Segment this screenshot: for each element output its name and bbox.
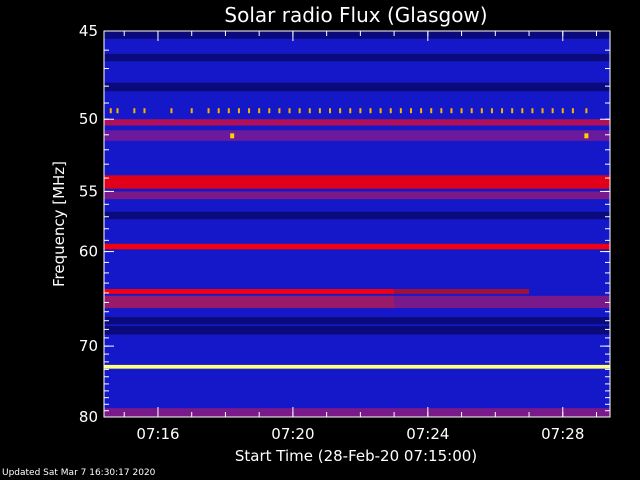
x-axis-label: Start Time (28-Feb-20 07:15:00) xyxy=(235,447,477,465)
burst-point xyxy=(584,133,589,139)
emission-band xyxy=(104,191,610,200)
emission-band xyxy=(104,408,610,417)
y-tick-label: 70 xyxy=(79,337,98,355)
interference-spike xyxy=(308,108,311,114)
emission-band xyxy=(104,364,610,369)
interference-spike xyxy=(369,108,372,114)
plot-area xyxy=(103,30,611,418)
interference-spike xyxy=(318,108,321,114)
interference-spike xyxy=(170,108,173,114)
interference-spike xyxy=(359,108,362,114)
interference-spike xyxy=(278,108,281,114)
interference-spike xyxy=(409,108,412,114)
emission-band xyxy=(104,175,610,189)
x-axis: 07:16 07:20 07:24 07:28 xyxy=(136,31,584,443)
interference-spike xyxy=(420,108,423,114)
interference-spike xyxy=(288,108,291,114)
emission-band xyxy=(104,211,610,220)
interference-spike xyxy=(207,108,210,114)
interference-spike xyxy=(470,108,473,114)
y-tick-label: 50 xyxy=(79,110,98,128)
interference-spike xyxy=(349,108,352,114)
spectrogram-background xyxy=(104,31,610,417)
y-axis-label: Frequency [MHz] xyxy=(50,161,68,287)
interference-spike xyxy=(217,108,220,114)
interference-spike xyxy=(399,108,402,114)
interference-spike xyxy=(521,108,524,114)
interference-spike xyxy=(585,108,588,114)
interference-spike xyxy=(133,108,136,114)
interference-spike xyxy=(258,108,261,114)
interference-spike xyxy=(541,108,544,114)
emission-band xyxy=(104,317,610,325)
interference-spike xyxy=(389,108,392,114)
emission-band-segment xyxy=(104,295,395,309)
emission-band xyxy=(104,325,610,335)
emission-band xyxy=(104,119,610,126)
emission-band xyxy=(104,130,610,141)
interference-spike xyxy=(430,108,433,114)
interference-spike xyxy=(379,108,382,114)
y-tick-label: 55 xyxy=(79,182,98,200)
interference-spike xyxy=(339,108,342,114)
burst-point xyxy=(230,133,235,139)
plot-frame xyxy=(103,30,611,418)
emission-band xyxy=(104,53,610,62)
interference-spike xyxy=(551,108,554,114)
interference-spike xyxy=(501,108,504,114)
chart-title: Solar radio Flux (Glasgow) xyxy=(224,3,487,27)
interference-spike xyxy=(480,108,483,114)
interference-spike xyxy=(440,108,443,114)
interference-spike xyxy=(561,108,564,114)
y-tick-label: 45 xyxy=(79,22,98,40)
interference-spike xyxy=(248,108,251,114)
interference-spike xyxy=(450,108,453,114)
x-tick-label: 07:16 xyxy=(136,425,179,443)
emission-band xyxy=(104,243,610,250)
interference-spike xyxy=(143,108,146,114)
interference-spike xyxy=(109,108,112,114)
interference-spike xyxy=(268,108,271,114)
interference-spike xyxy=(227,108,230,114)
interference-spike xyxy=(237,108,240,114)
x-tick-label: 07:20 xyxy=(271,425,314,443)
interference-spike xyxy=(490,108,493,114)
updated-timestamp: Updated Sat Mar 7 16:30:17 2020 xyxy=(2,468,156,478)
interference-spike xyxy=(116,108,119,114)
emission-band-segment xyxy=(394,289,530,294)
interference-spike xyxy=(298,108,301,114)
interference-spike xyxy=(190,108,193,114)
x-tick-label: 07:28 xyxy=(541,425,584,443)
interference-spike xyxy=(460,108,463,114)
emission-band xyxy=(104,31,610,39)
emission-band-segment xyxy=(104,289,395,294)
interference-spike xyxy=(571,108,574,114)
x-tick-label: 07:24 xyxy=(406,425,449,443)
interference-spike xyxy=(531,108,534,114)
y-axis: 45 50 55 60 70 80 xyxy=(79,22,610,426)
emission-band xyxy=(104,82,610,92)
y-tick-label: 60 xyxy=(79,243,98,261)
interference-spike xyxy=(329,108,332,114)
interference-spike xyxy=(511,108,514,114)
y-tick-label: 80 xyxy=(79,408,98,426)
